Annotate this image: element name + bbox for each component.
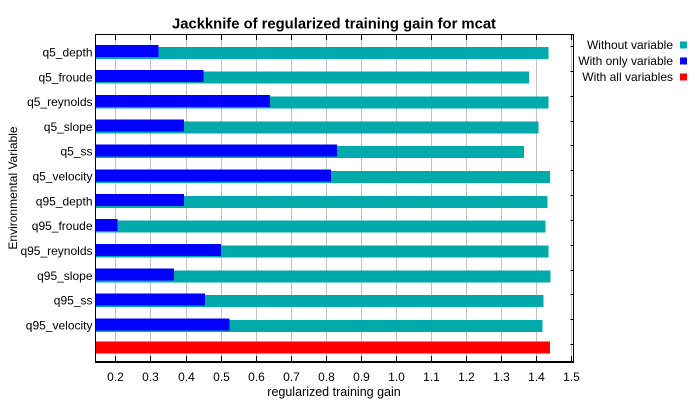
svg-text:q5_froude: q5_froude (38, 70, 92, 84)
svg-text:q95_froude: q95_froude (32, 219, 93, 233)
svg-text:1.3: 1.3 (493, 370, 510, 384)
svg-text:1.5: 1.5 (563, 370, 580, 384)
svg-text:q95_ss: q95_ss (54, 294, 93, 308)
svg-text:0.8: 0.8 (318, 370, 335, 384)
svg-text:1.2: 1.2 (458, 370, 475, 384)
svg-text:Without variable: Without variable (587, 38, 673, 52)
svg-text:regularized training gain: regularized training gain (267, 385, 400, 399)
svg-text:With all variables: With all variables (582, 70, 673, 84)
svg-text:0.6: 0.6 (248, 370, 265, 384)
svg-text:q5_slope: q5_slope (44, 120, 93, 134)
svg-text:1.4: 1.4 (528, 370, 545, 384)
svg-text:1.1: 1.1 (423, 370, 440, 384)
svg-text:With only variable: With only variable (578, 54, 673, 68)
svg-text:0.2: 0.2 (107, 370, 124, 384)
svg-text:q5_depth: q5_depth (42, 46, 92, 60)
svg-text:Jackknife of regularized train: Jackknife of regularized training gain f… (172, 17, 496, 33)
svg-text:0.7: 0.7 (283, 370, 300, 384)
svg-text:q5_reynolds: q5_reynolds (27, 95, 92, 109)
svg-text:q95_reynolds: q95_reynolds (20, 244, 92, 258)
svg-text:0.4: 0.4 (178, 370, 195, 384)
svg-text:0.3: 0.3 (142, 370, 159, 384)
svg-text:1.0: 1.0 (388, 370, 405, 384)
svg-text:q95_depth: q95_depth (36, 194, 93, 208)
svg-text:0.5: 0.5 (213, 370, 230, 384)
svg-text:q5_ss: q5_ss (60, 145, 92, 159)
svg-text:q5_velocity: q5_velocity (32, 170, 92, 184)
svg-text:Environmental Variable: Environmental Variable (6, 126, 20, 250)
svg-text:0.9: 0.9 (353, 370, 370, 384)
svg-text:q95_slope: q95_slope (37, 269, 93, 283)
svg-text:q95_velocity: q95_velocity (26, 319, 93, 333)
